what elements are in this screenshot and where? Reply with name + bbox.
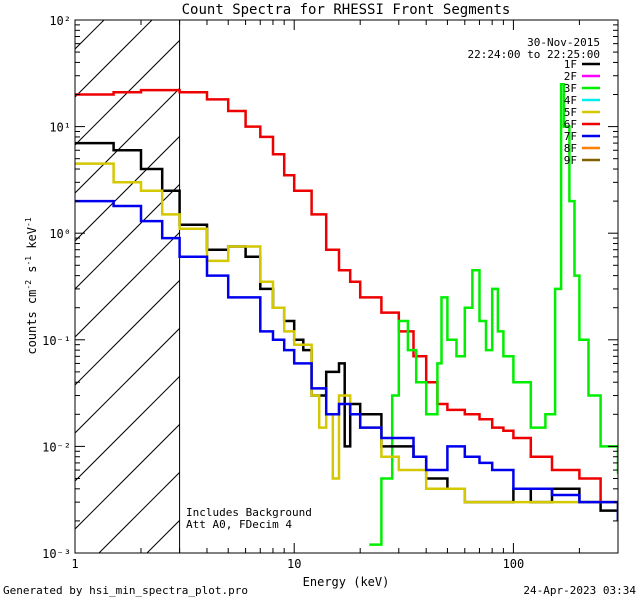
x-tick-label: 1 (71, 557, 78, 571)
legend-label-6F: 6F (564, 118, 577, 131)
annotation-background: Includes Background (186, 506, 312, 519)
y-tick-label: 10⁻¹ (42, 334, 71, 348)
series-line-3F (369, 82, 618, 546)
hatch-line (75, 39, 180, 146)
x-tick-label: 10 (287, 557, 301, 571)
legend-label-7F: 7F (564, 130, 577, 143)
y-tick-label: 10⁻² (42, 440, 71, 454)
hatch-line (75, 87, 180, 194)
y-label-exp2: -1 (24, 256, 33, 266)
hatch-line (0, 0, 123, 553)
chart-title: Count Spectra for RHESSI Front Segments (182, 2, 511, 18)
hatch-lines (0, 0, 180, 553)
y-label-exp3: -1 (24, 217, 33, 227)
y-tick-label: 10⁰ (49, 227, 71, 241)
x-tick-label: 100 (503, 557, 525, 571)
hatch-line (75, 231, 180, 338)
y-label-kev: keV (25, 227, 39, 256)
series-line-7F (75, 199, 618, 521)
y-label-exp1: -2 (24, 280, 33, 290)
legend-label-1F: 1F (564, 58, 577, 71)
y-label-s: s (25, 266, 39, 280)
hatch-line (75, 375, 180, 482)
legend-label-8F: 8F (564, 142, 577, 155)
plot-frame (74, 19, 619, 554)
y-axis-label: counts cm-2 s-1 keV-1 (24, 217, 39, 354)
hatch-line (75, 135, 180, 242)
series-line-6F (75, 88, 618, 511)
axis-ticks (74, 19, 619, 554)
hatch-line (75, 423, 180, 530)
legend-label-4F: 4F (564, 94, 577, 107)
date-label: 30-Nov-2015 (527, 36, 600, 49)
y-tick-label: 10² (49, 14, 71, 28)
legend-label-2F: 2F (564, 70, 577, 83)
hatch-line (75, 183, 180, 290)
time-range-label: 22:24:00 to 22:25:00 (468, 48, 600, 61)
footer-generated-at: 24-Apr-2023 03:34 (523, 584, 636, 597)
series-line-5F (75, 162, 618, 511)
hatched-region (0, 0, 181, 553)
legend-label-3F: 3F (564, 82, 577, 95)
hatch-line (75, 20, 153, 98)
y-label-counts: counts cm (25, 290, 39, 355)
legend-label-9F: 9F (564, 154, 577, 167)
x-axis-label: Energy (keV) (303, 575, 390, 589)
series-line-1F (75, 141, 618, 521)
annotation-attenuator: Att A0, FDecim 4 (186, 518, 292, 531)
footer-generated-by: Generated by hsi_min_spectra_plot.pro (3, 584, 248, 597)
legend-label-5F: 5F (564, 106, 577, 119)
series-group (75, 82, 618, 546)
tick-labels: 1 10 100 10⁻³ 10⁻² 10⁻¹ 10⁰ 10¹ 10² (42, 14, 524, 571)
y-tick-label: 10⁻³ (42, 547, 71, 561)
y-tick-label: 10¹ (49, 121, 71, 135)
